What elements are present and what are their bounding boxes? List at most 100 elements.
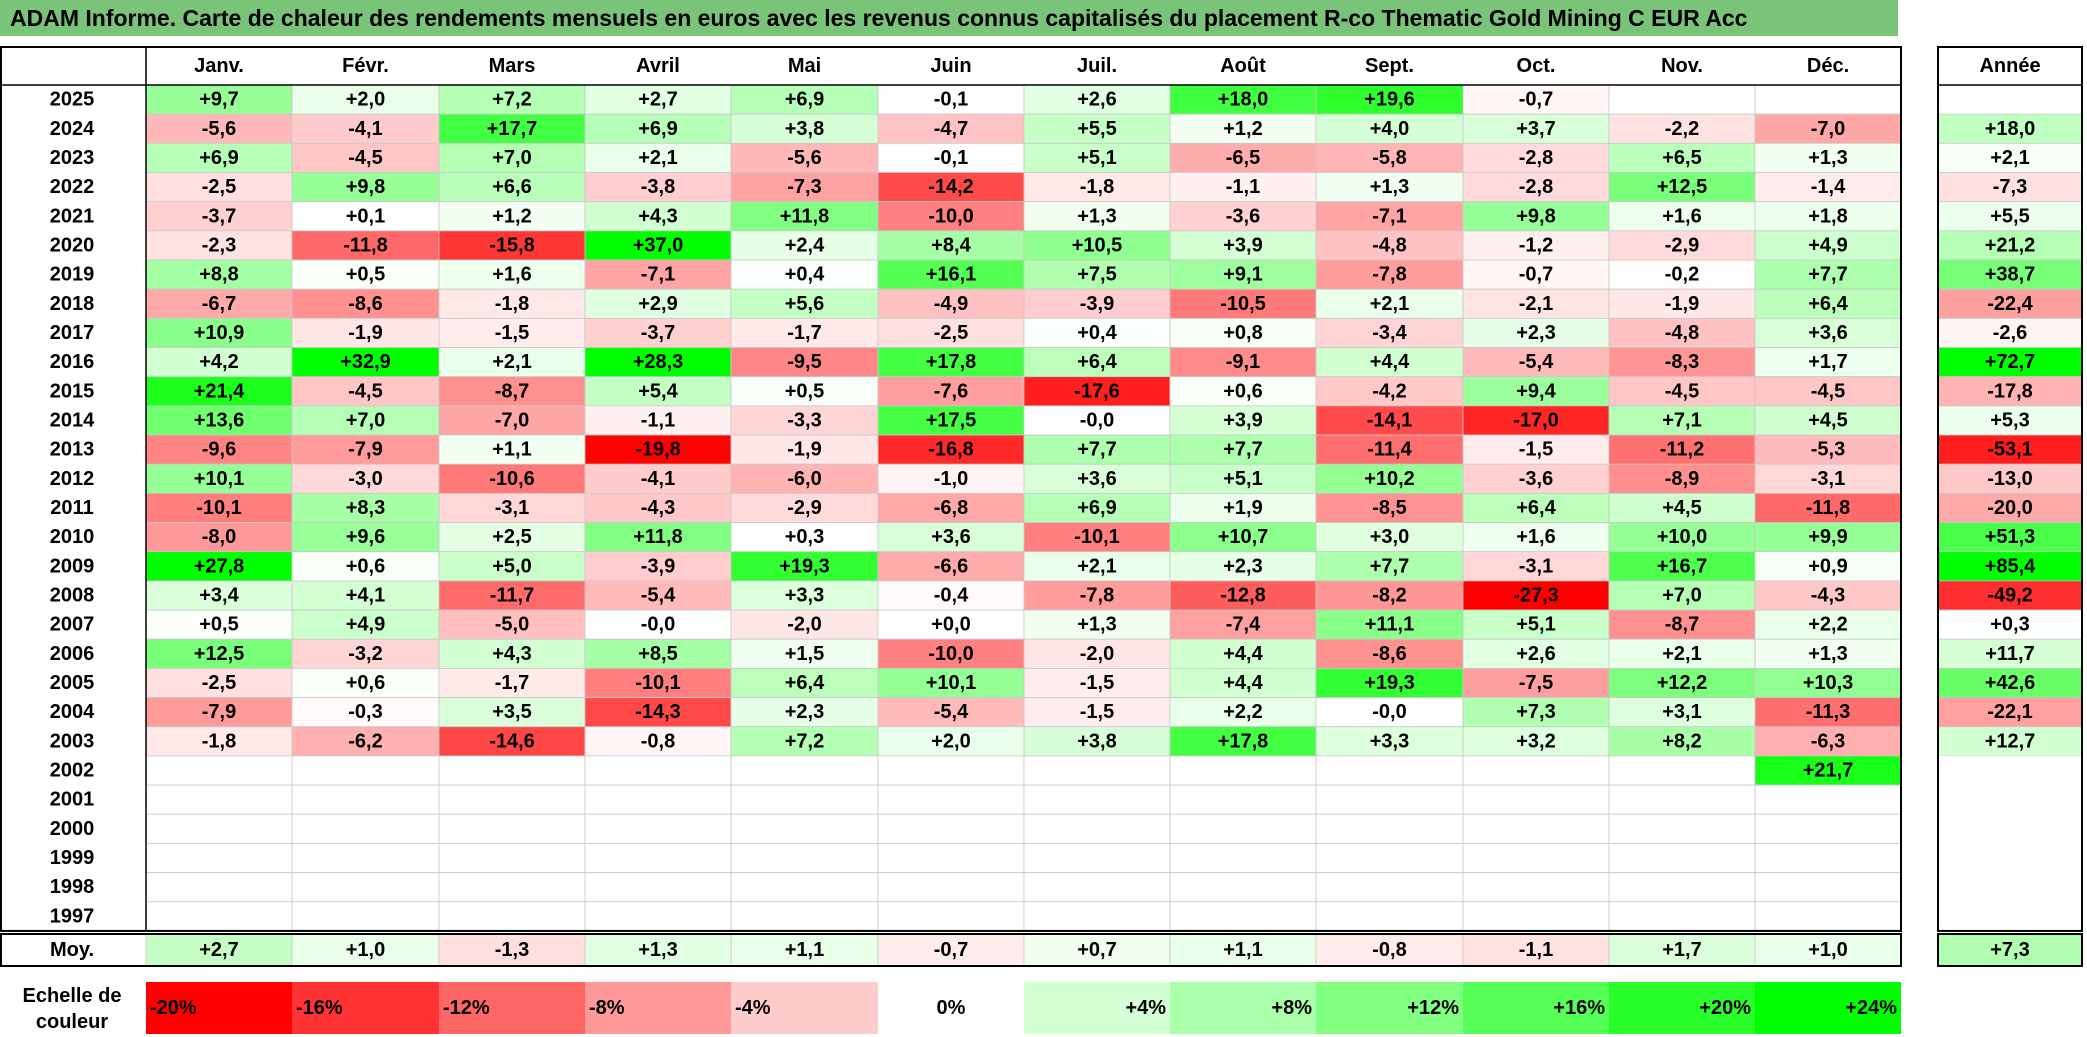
cell-value: +2,6 <box>1516 643 1555 665</box>
heatmap-cell <box>1462 580 1610 611</box>
cell-value: +2,7 <box>638 89 677 111</box>
heatmap-cell <box>291 259 440 290</box>
color-scale-swatch <box>585 982 731 1034</box>
annual-value: -22,1 <box>1987 701 2033 723</box>
cell-value: +5,0 <box>492 555 531 577</box>
cell-value: +10,5 <box>1072 234 1123 256</box>
row-year-label: 2014 <box>50 409 95 431</box>
cell-value: +4,4 <box>1223 643 1263 665</box>
cell-value: +0,4 <box>785 264 825 286</box>
cell-value: +17,8 <box>926 351 977 373</box>
cell-value: +1,2 <box>1223 118 1262 140</box>
cell-value: -15,8 <box>489 234 535 256</box>
cell-value: -5,0 <box>495 614 529 636</box>
cell-value: -4,2 <box>1372 380 1406 402</box>
average-value: +1,0 <box>346 939 385 961</box>
average-cell <box>877 933 1025 967</box>
cell-value: +3,9 <box>1223 234 1262 256</box>
heatmap-cell <box>730 288 879 319</box>
heatmap-cell <box>584 638 732 669</box>
cell-value: -2,5 <box>202 672 236 694</box>
heatmap-cell <box>1169 638 1317 669</box>
heatmap-cell <box>877 230 1025 261</box>
annual-value: -49,2 <box>1987 584 2033 606</box>
cell-value: -5,6 <box>202 118 236 140</box>
heatmap-cell <box>1169 697 1317 728</box>
average-frame <box>0 933 1902 967</box>
heatmap-cell <box>1608 84 1756 115</box>
heatmap-cell <box>1608 317 1756 348</box>
cell-value: -11,8 <box>1806 497 1850 519</box>
cell-value: +0,5 <box>199 614 238 636</box>
cell-value: +2,1 <box>1662 643 1701 665</box>
cell-value: -0,0 <box>1080 409 1114 431</box>
cell-value: -2,0 <box>787 614 821 636</box>
cell-value: +0,6 <box>346 555 385 577</box>
cell-value: -7,6 <box>934 380 968 402</box>
cell-value: +7,2 <box>492 89 531 111</box>
cell-value: -14,3 <box>635 701 681 723</box>
cell-value: +2,0 <box>346 89 385 111</box>
cell-value: -10,5 <box>1220 293 1266 315</box>
month-header-2: Févr. <box>342 55 389 77</box>
heatmap-cell <box>1608 609 1756 640</box>
heatmap-cell <box>1315 288 1464 319</box>
cell-value: -4,5 <box>1811 380 1845 402</box>
heatmap-cell <box>584 551 732 582</box>
heatmap-cell <box>1754 347 1902 378</box>
heatmap-cell <box>584 492 732 523</box>
annual-value: +72,7 <box>1985 351 2036 373</box>
heatmap-cell <box>584 872 732 903</box>
annual-cell <box>1937 172 2083 203</box>
cell-value: +3,7 <box>1516 118 1555 140</box>
cell-value: +0,9 <box>1808 555 1847 577</box>
heatmap-cell <box>1754 434 1902 465</box>
cell-value: +11,8 <box>633 526 683 548</box>
cell-value: +10,3 <box>1803 672 1854 694</box>
cell-value: -4,3 <box>641 497 675 519</box>
heatmap-cell <box>1754 609 1902 640</box>
cell-value: -8,7 <box>495 380 529 402</box>
cell-value: -10,0 <box>928 643 974 665</box>
cell-value: +7,5 <box>1077 264 1116 286</box>
cell-value: +4,5 <box>1662 497 1701 519</box>
cell-value: +2,0 <box>931 730 970 752</box>
cell-value: +7,0 <box>346 409 385 431</box>
heatmap-cell <box>584 668 732 698</box>
average-cell <box>145 933 293 967</box>
cell-value: -3,0 <box>348 468 382 490</box>
heatmap-cell <box>877 872 1025 903</box>
cell-value: -3,1 <box>495 497 529 519</box>
cell-value: -4,5 <box>348 380 382 402</box>
cell-value: -17,0 <box>1513 409 1559 431</box>
cell-value: +0,3 <box>785 526 824 548</box>
cell-value: +12,2 <box>1657 672 1708 694</box>
row-year-label: 2015 <box>50 380 95 402</box>
cell-value: -5,4 <box>934 701 969 723</box>
cell-value: +12,5 <box>1657 176 1708 198</box>
cell-value: +12,5 <box>194 643 245 665</box>
year-column-header: Année <box>1979 55 2040 77</box>
row-year-label: 2021 <box>50 205 95 227</box>
cell-value: -9,1 <box>1226 351 1260 373</box>
heatmap-cell <box>291 201 440 232</box>
heatmap-cell <box>1169 755 1317 786</box>
cell-value: -6,8 <box>934 497 968 519</box>
heatmap-cell <box>1169 609 1317 640</box>
heatmap-cell <box>1315 201 1464 232</box>
cell-value: -1,1 <box>1226 176 1260 198</box>
cell-value: -6,3 <box>1811 730 1845 752</box>
cell-value: +4,3 <box>492 643 531 665</box>
heatmap-cell <box>291 492 440 523</box>
cell-value: -1,9 <box>1665 293 1699 315</box>
heatmap-cell <box>438 813 586 844</box>
cell-value: -3,4 <box>1372 322 1407 344</box>
cell-value: -0,8 <box>641 730 675 752</box>
cell-value: +5,4 <box>638 380 678 402</box>
heatmap-cell <box>145 580 293 611</box>
cell-value: +4,0 <box>1370 118 1409 140</box>
cell-value: -1,1 <box>641 409 675 431</box>
cell-value: +2,3 <box>785 701 824 723</box>
heatmap-cell <box>730 813 879 844</box>
heatmap-cell <box>1023 405 1171 436</box>
